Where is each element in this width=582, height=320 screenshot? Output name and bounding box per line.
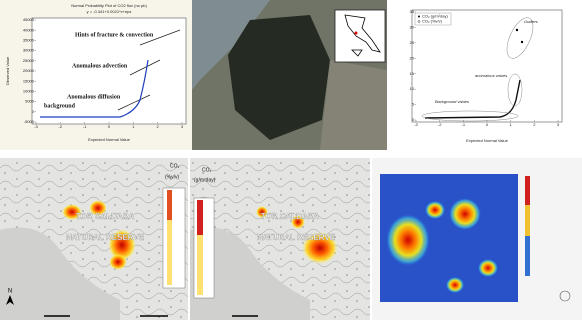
legend-title: CO₂ [202,167,212,173]
y-tick-label: 30000 [23,48,35,53]
legend-unit: (g/m²day) [194,177,216,183]
normal-plot-2-panel: Expected Normal Value CO₂ (g/m²day) CO₂ … [387,0,582,150]
site-marker [355,32,358,35]
y-tick-label: 25 [410,40,415,45]
legend-label: CO₂ (%v/v) [422,19,443,24]
legend-title: CO₂ [170,163,180,169]
legend-marker [418,16,420,18]
y-tick-label: 40000 [23,27,35,32]
y-tick-label: -5000 [24,119,35,124]
area-label: NATURAL RESERVE [66,233,145,242]
color-scale [163,188,185,288]
heat-zone [478,259,498,277]
y-tick-label: 15 [410,71,415,76]
place-label: TOR CALDARA [261,212,320,221]
annotation: Outliers [524,19,538,24]
y-tick-label: 30 [410,24,415,29]
heatmap-panel [372,158,582,320]
color-ramp [167,190,172,220]
y-tick-label: 35 [410,9,415,14]
y-tick-label: 20 [410,55,415,60]
normal-plot-panel: Normal Probability Plot of CO2 flux (no … [0,0,192,150]
heat-zone [386,214,430,266]
y-tick-label: 35000 [23,37,35,42]
color-ramp [197,200,203,235]
heat-zone [446,277,464,293]
concentration-map-panel: TOR CALDARA NATURAL RESERVE CO₂ (%v/v) N [0,158,188,320]
y-tick-label: 5000 [25,99,35,104]
y-axis-label: Observed Value [5,56,10,85]
point [521,41,523,43]
y-tick-label: 25000 [23,58,35,63]
y-tick-label: 10 [410,86,415,91]
annotation: Anomalous diffusion [67,94,121,100]
y-tick-label: 45000 [23,17,35,22]
inset-map [335,10,385,62]
plot-equation: y = -0.341+0.0021*x+eps [87,9,132,14]
y-tick-label: 10000 [23,88,35,93]
plot-area [412,10,562,122]
urban-area [320,60,387,150]
plot-title: Normal Probability Plot of CO2 flux (no … [71,3,147,8]
heat-zone [449,198,481,230]
area-label: NATURAL RESERVE [257,233,336,242]
north-label: N [8,289,12,295]
annotation: anomalous values [475,73,507,78]
annotation: Hints of fracture & convection [75,32,154,38]
point [516,29,518,31]
legend-ramp [525,205,530,236]
legend-ramp [525,236,530,276]
x-axis-label: Expected Normal Value [466,138,509,143]
legend-unit: (%v/v) [165,174,180,180]
flux-map-panel: TOR CALDARA NATURAL RESERVE CO₂ (g/m²day… [190,158,370,320]
annotation: Anomalous advection [72,63,128,69]
satellite-panel [192,0,387,150]
y-tick-label: 20000 [23,68,35,73]
figure: Normal Probability Plot of CO2 flux (no … [0,0,582,320]
heat-zone [425,201,445,219]
y-tick-label: 15000 [23,78,35,83]
annotation: background [44,103,76,109]
x-axis-label: Expected Normal Value [88,137,131,142]
place-label: TOR CALDARA [76,212,135,221]
hotspot [109,254,127,270]
annotation: Background values [435,99,469,104]
